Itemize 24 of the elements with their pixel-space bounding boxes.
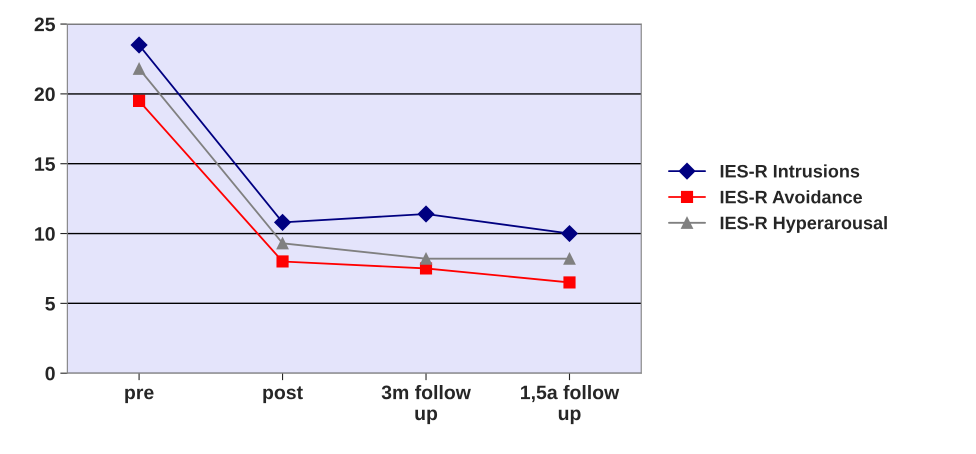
y-tick-label: 10 xyxy=(35,227,55,241)
point xyxy=(563,252,576,265)
x-tick-label: 1,5a follow up xyxy=(521,384,620,424)
legend-label: IES-R Intrusions xyxy=(720,164,860,178)
x-tick-label: pre xyxy=(125,388,154,404)
point xyxy=(561,225,578,242)
y-tick-label: 25 xyxy=(34,18,55,32)
point xyxy=(133,94,146,107)
point xyxy=(276,255,289,268)
y-tick-label: 0 xyxy=(45,366,55,380)
point xyxy=(274,214,291,231)
y-tick-label: 15 xyxy=(35,157,55,171)
point xyxy=(418,206,434,222)
y-tick-label: 5 xyxy=(45,297,55,311)
point xyxy=(563,276,576,288)
point xyxy=(276,237,289,250)
y-tick-label: 20 xyxy=(34,87,55,102)
legend-label: IES-R Avoidance xyxy=(720,190,862,204)
x-tick-label: 3m follow up xyxy=(382,384,471,424)
point xyxy=(130,36,148,54)
point xyxy=(420,252,432,265)
x-tick-label: post xyxy=(263,386,303,404)
legend-label: IES-R Hyperarousal xyxy=(720,216,887,233)
point xyxy=(133,62,146,75)
